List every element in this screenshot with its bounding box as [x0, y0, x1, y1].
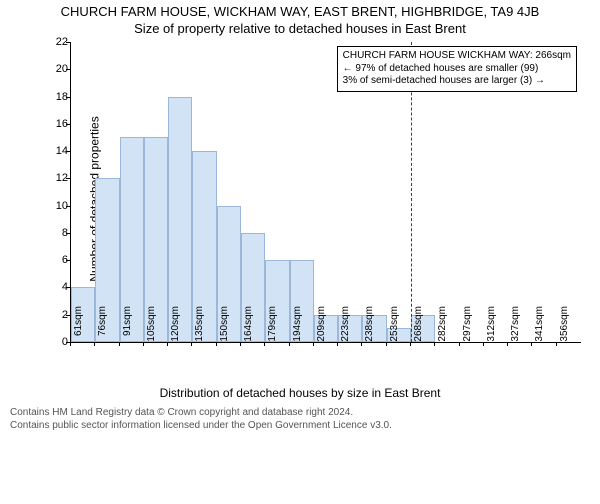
- y-tick-label: 20: [44, 63, 68, 75]
- x-tick-label: 253sqm: [389, 306, 400, 346]
- x-tick-mark: [531, 342, 532, 346]
- y-tick-label: 16: [44, 118, 68, 130]
- x-tick-mark: [337, 342, 338, 346]
- x-tick-mark: [386, 342, 387, 346]
- y-tick-mark: [66, 124, 70, 125]
- y-tick-label: 0: [44, 336, 68, 348]
- y-tick-mark: [66, 260, 70, 261]
- x-tick-label: 61sqm: [73, 306, 84, 346]
- x-tick-mark: [191, 342, 192, 346]
- x-tick-label: 238sqm: [364, 306, 375, 346]
- x-tick-mark: [70, 342, 71, 346]
- x-tick-label: 179sqm: [267, 306, 278, 346]
- x-tick-label: 341sqm: [534, 306, 545, 346]
- x-tick-label: 282sqm: [437, 306, 448, 346]
- y-tick-label: 10: [44, 200, 68, 212]
- y-tick-label: 4: [44, 281, 68, 293]
- x-tick-mark: [143, 342, 144, 346]
- x-tick-label: 76sqm: [97, 306, 108, 346]
- y-tick-label: 12: [44, 172, 68, 184]
- x-tick-label: 150sqm: [219, 306, 230, 346]
- x-tick-mark: [361, 342, 362, 346]
- chart-title-address: CHURCH FARM HOUSE, WICKHAM WAY, EAST BRE…: [0, 4, 600, 19]
- callout-box: CHURCH FARM HOUSE WICKHAM WAY: 266sqm← 9…: [337, 46, 577, 92]
- x-tick-mark: [289, 342, 290, 346]
- y-tick-label: 18: [44, 91, 68, 103]
- y-tick-mark: [66, 69, 70, 70]
- y-tick-label: 14: [44, 145, 68, 157]
- y-tick-mark: [66, 97, 70, 98]
- x-tick-label: 164sqm: [243, 306, 254, 346]
- x-tick-mark: [216, 342, 217, 346]
- x-tick-label: 194sqm: [292, 306, 303, 346]
- x-tick-mark: [483, 342, 484, 346]
- footer-attribution: Contains HM Land Registry data © Crown c…: [10, 406, 592, 432]
- callout-line: ← 97% of detached houses are smaller (99…: [343, 63, 571, 76]
- x-tick-mark: [507, 342, 508, 346]
- y-tick-label: 22: [44, 36, 68, 48]
- x-tick-mark: [94, 342, 95, 346]
- x-tick-mark: [167, 342, 168, 346]
- x-tick-label: 268sqm: [413, 306, 424, 346]
- y-tick-mark: [66, 233, 70, 234]
- x-tick-label: 297sqm: [462, 306, 473, 346]
- y-tick-mark: [66, 42, 70, 43]
- chart-titles: CHURCH FARM HOUSE, WICKHAM WAY, EAST BRE…: [0, 4, 600, 36]
- x-tick-label: 312sqm: [486, 306, 497, 346]
- y-tick-mark: [66, 315, 70, 316]
- x-tick-mark: [410, 342, 411, 346]
- x-tick-mark: [459, 342, 460, 346]
- callout-line: 3% of semi-detached houses are larger (3…: [343, 75, 571, 88]
- x-tick-label: 356sqm: [559, 306, 570, 346]
- plot-area: CHURCH FARM HOUSE WICKHAM WAY: 266sqm← 9…: [70, 42, 581, 343]
- x-tick-mark: [240, 342, 241, 346]
- footer-line-2: Contains public sector information licen…: [10, 419, 592, 432]
- y-tick-mark: [66, 287, 70, 288]
- x-tick-mark: [313, 342, 314, 346]
- x-tick-label: 120sqm: [170, 306, 181, 346]
- y-tick-mark: [66, 151, 70, 152]
- callout-line: CHURCH FARM HOUSE WICKHAM WAY: 266sqm: [343, 50, 571, 63]
- x-tick-label: 91sqm: [122, 306, 133, 346]
- chart-area: Number of detached properties CHURCH FAR…: [50, 42, 580, 382]
- y-tick-mark: [66, 206, 70, 207]
- x-tick-label: 209sqm: [316, 306, 327, 346]
- x-tick-mark: [556, 342, 557, 346]
- y-tick-label: 6: [44, 254, 68, 266]
- x-tick-label: 135sqm: [194, 306, 205, 346]
- x-tick-label: 223sqm: [340, 306, 351, 346]
- y-tick-mark: [66, 178, 70, 179]
- x-tick-label: 105sqm: [146, 306, 157, 346]
- y-tick-label: 8: [44, 227, 68, 239]
- x-tick-label: 327sqm: [510, 306, 521, 346]
- footer-line-1: Contains HM Land Registry data © Crown c…: [10, 406, 592, 419]
- x-tick-mark: [119, 342, 120, 346]
- y-tick-label: 2: [44, 309, 68, 321]
- x-axis-label: Distribution of detached houses by size …: [0, 386, 600, 400]
- x-tick-mark: [434, 342, 435, 346]
- chart-title-subtitle: Size of property relative to detached ho…: [0, 21, 600, 36]
- x-tick-mark: [264, 342, 265, 346]
